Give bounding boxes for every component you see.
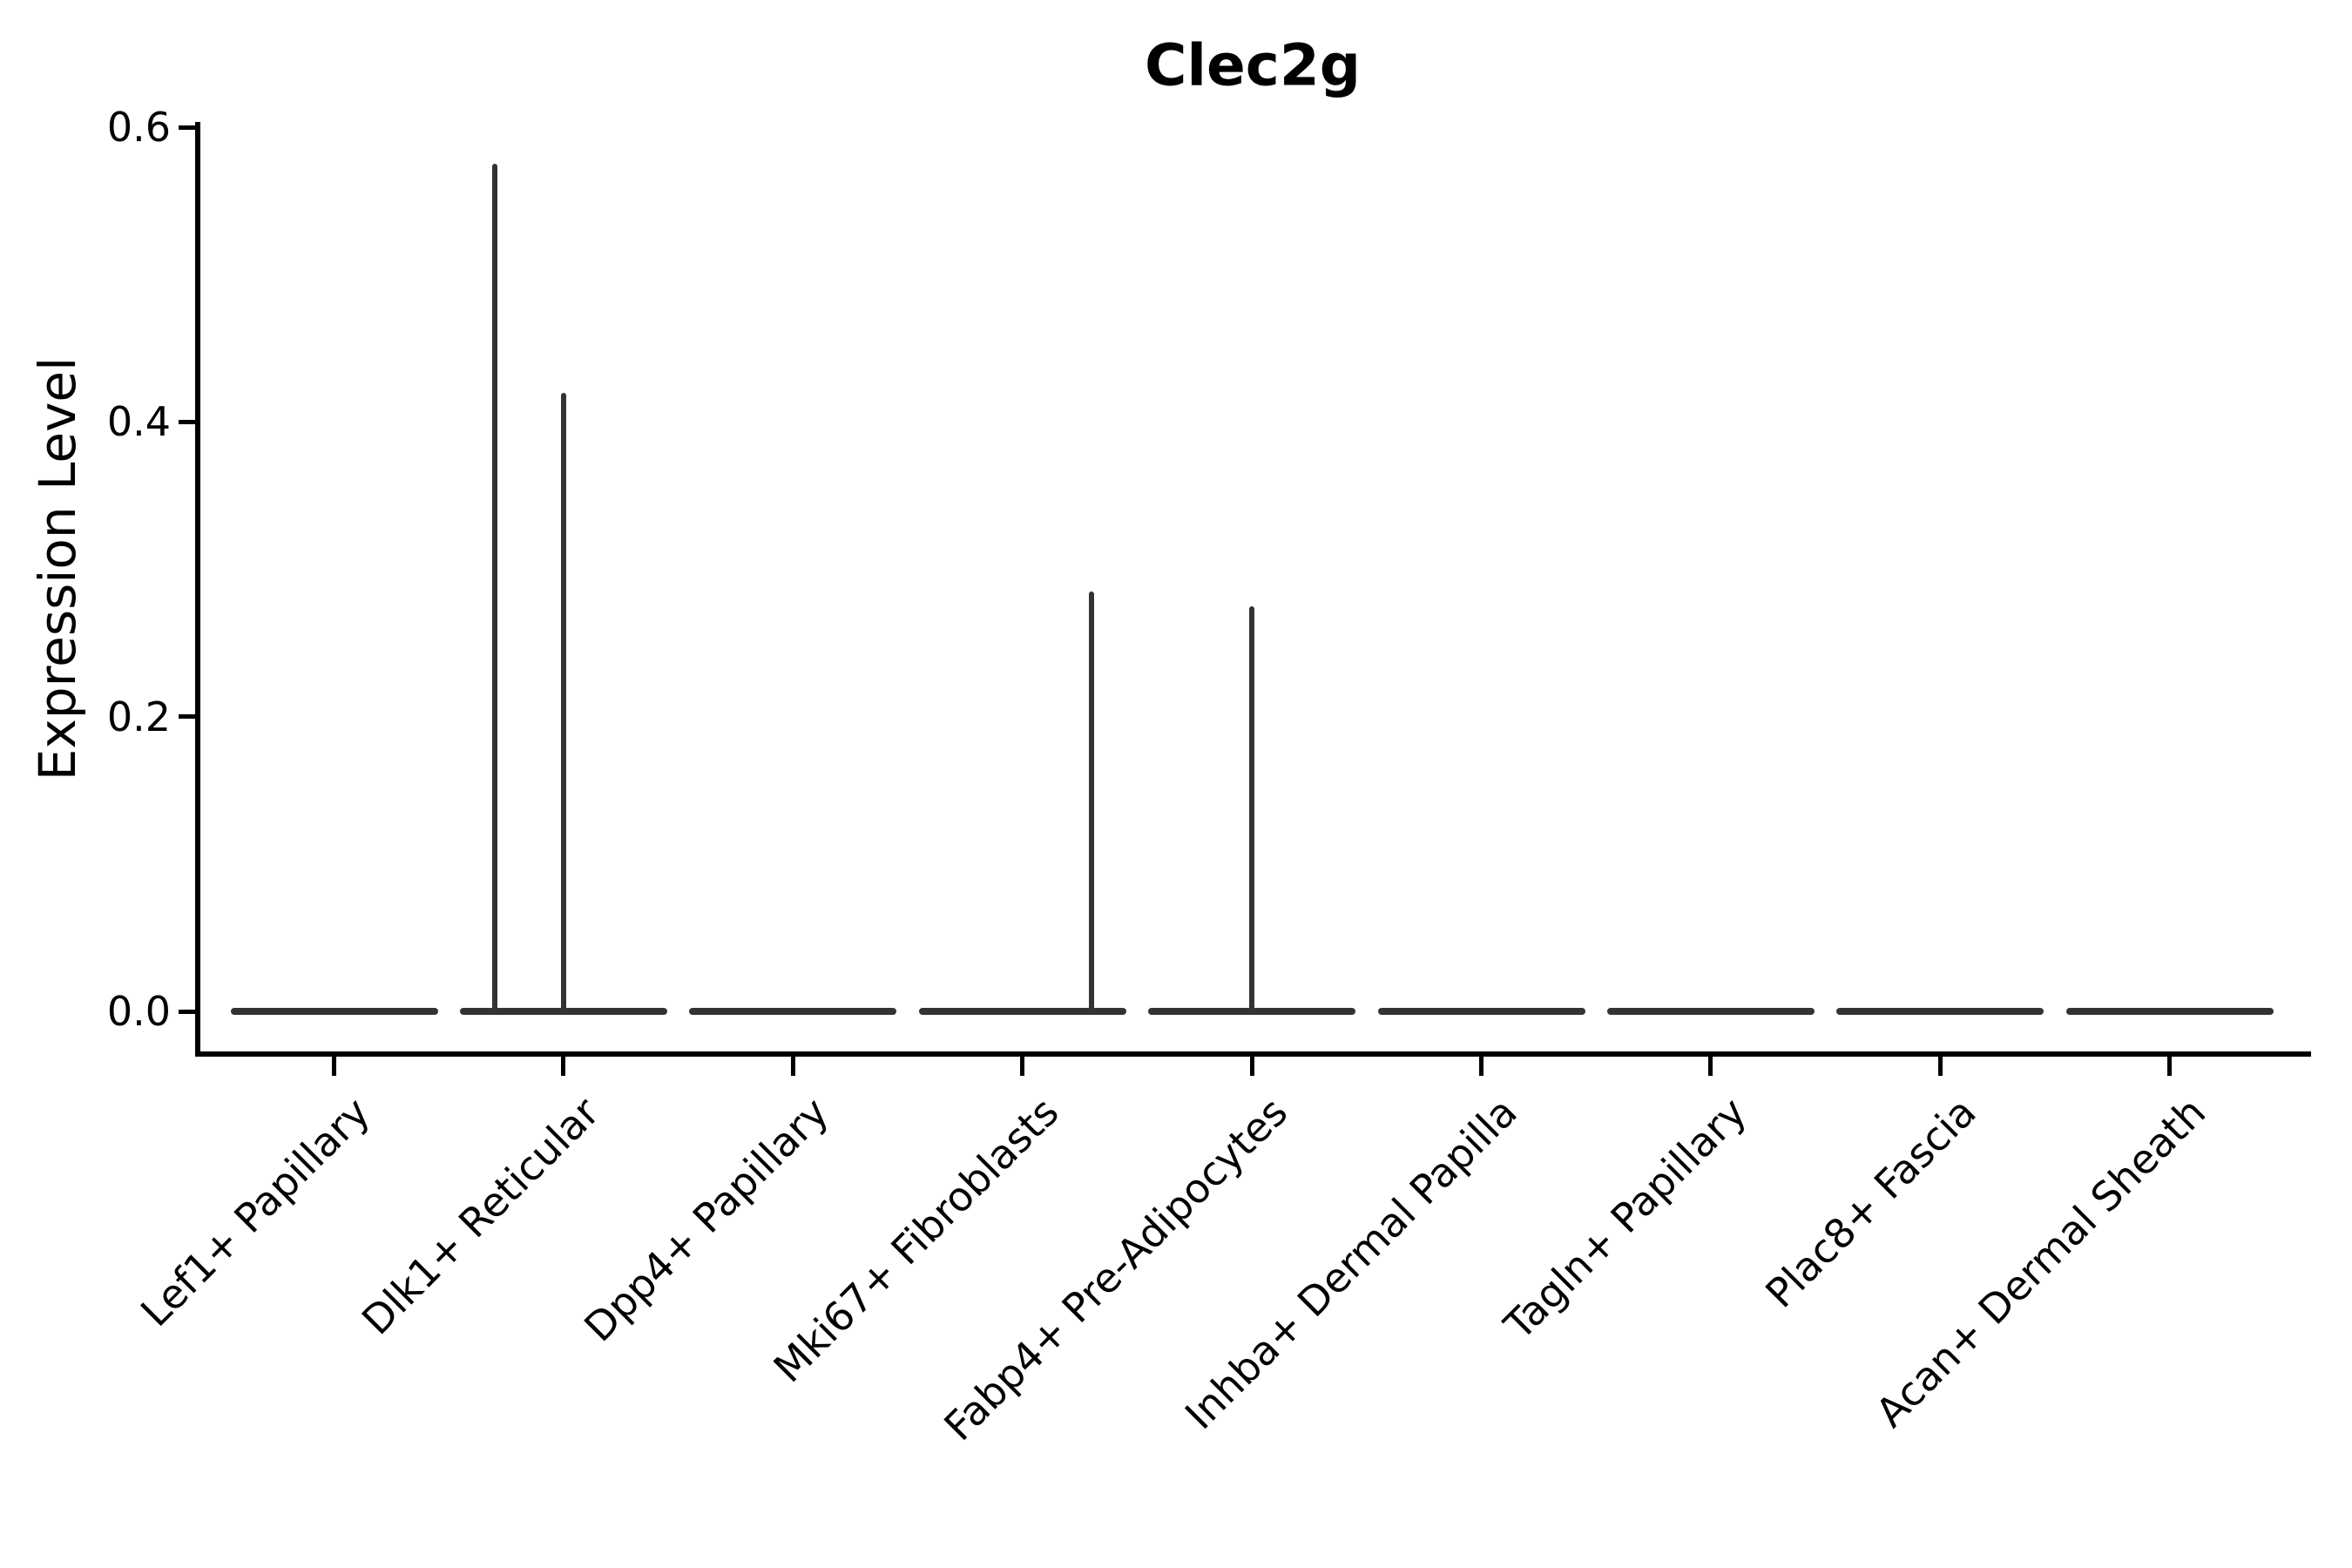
x-tick-label: Plac8+ Fascia [1756, 1088, 1985, 1317]
x-tick [332, 1057, 336, 1076]
x-tick [1249, 1057, 1254, 1076]
chart-title: Clec2g [1144, 31, 1362, 99]
x-tick [1479, 1057, 1484, 1076]
violin-spike [560, 392, 566, 1011]
violin-baseline [1148, 1008, 1356, 1015]
violin-baseline [1836, 1008, 2044, 1015]
x-tick-label: Dpp4+ Papillary [575, 1088, 838, 1351]
violin-baseline [1377, 1008, 1585, 1015]
violin-baseline [2065, 1008, 2274, 1015]
x-axis-line [195, 1051, 2311, 1057]
x-tick [561, 1057, 566, 1076]
y-tick [179, 714, 198, 720]
x-tick-label: Lef1+ Papillary [132, 1088, 379, 1336]
y-tick-label: 0.6 [106, 104, 171, 151]
violin-spike [1088, 591, 1094, 1011]
violin-baseline [459, 1008, 667, 1015]
x-tick [1020, 1057, 1025, 1076]
y-tick [179, 1009, 198, 1014]
x-tick [790, 1057, 795, 1076]
violin-baseline [230, 1008, 438, 1015]
x-tick [1937, 1057, 1943, 1076]
y-tick [179, 125, 198, 130]
violin-baseline [1606, 1008, 1815, 1015]
violin-baseline [689, 1008, 897, 1015]
x-tick [1708, 1057, 1713, 1076]
violin-baseline [918, 1008, 1126, 1015]
y-tick [179, 419, 198, 424]
y-tick-label: 0.0 [106, 988, 171, 1035]
x-tick [2167, 1057, 2173, 1076]
violin-spike [1249, 605, 1255, 1011]
y-tick-label: 0.2 [106, 693, 171, 740]
y-axis-line [195, 122, 200, 1057]
violin-spike [491, 164, 497, 1011]
y-tick-label: 0.4 [106, 398, 171, 446]
x-tick-label: Tagln+ Papillary [1495, 1088, 1756, 1349]
x-tick-label: Dlk1+ Reticular [353, 1088, 609, 1344]
